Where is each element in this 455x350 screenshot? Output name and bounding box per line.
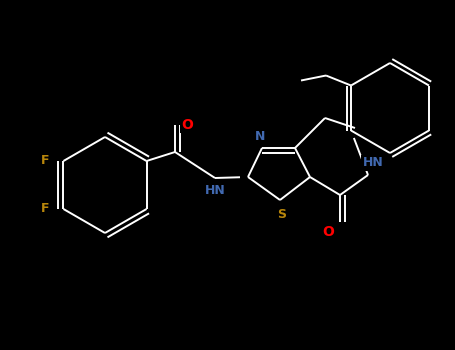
Text: HN: HN [363,156,384,169]
Text: O: O [322,225,334,239]
Text: F: F [41,203,50,216]
Text: S: S [278,208,287,220]
Text: F: F [41,154,50,168]
Text: HN: HN [205,183,225,196]
Text: O: O [181,118,193,132]
Text: N: N [255,130,265,142]
